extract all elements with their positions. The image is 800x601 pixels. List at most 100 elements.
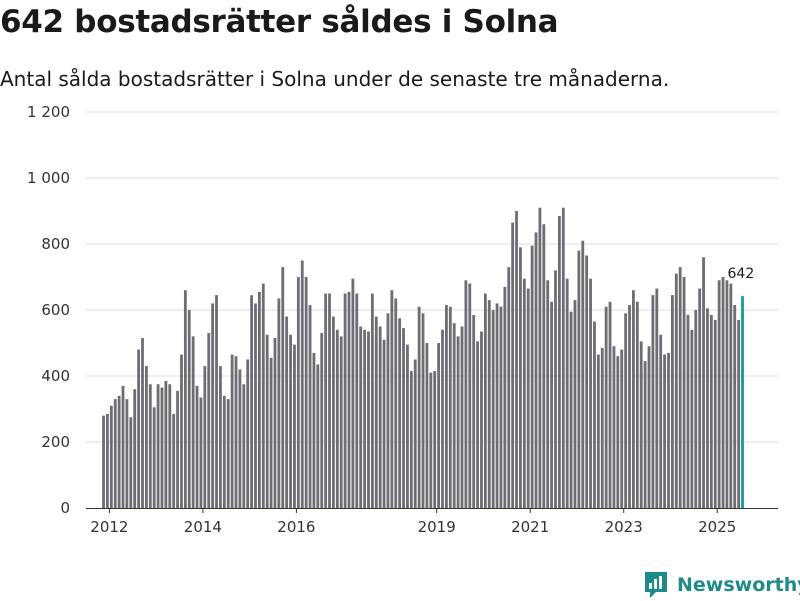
bar (234, 356, 238, 508)
bar (686, 314, 690, 508)
bar (709, 314, 713, 508)
bar (125, 399, 129, 508)
data-labels: 642 (728, 266, 755, 282)
bar (682, 277, 686, 508)
bar (226, 399, 230, 508)
bar (293, 344, 296, 508)
bar (332, 316, 335, 508)
bar (355, 293, 359, 508)
bar (215, 295, 218, 508)
bar (339, 336, 343, 508)
bar (670, 295, 674, 508)
bar (663, 354, 666, 508)
bar (250, 295, 253, 508)
x-tick-label: 2025 (698, 518, 736, 536)
bar (499, 306, 503, 508)
chart-title: 642 bostadsrätter såldes i Solna (0, 4, 559, 40)
bar (561, 207, 565, 508)
bar (721, 277, 725, 508)
bar (702, 257, 705, 508)
bar (394, 298, 398, 508)
bar (557, 215, 561, 508)
last-value-label: 642 (728, 266, 755, 282)
bar (491, 310, 495, 508)
bar (207, 333, 211, 508)
bar (129, 417, 133, 508)
bar-series (102, 207, 744, 509)
bar (148, 384, 152, 508)
bar (713, 319, 717, 508)
bar (117, 395, 121, 508)
bar (363, 329, 366, 508)
bar (199, 397, 203, 508)
bar (694, 310, 698, 508)
bar (581, 240, 585, 508)
bar (483, 293, 487, 508)
bar (737, 319, 741, 508)
bar (569, 311, 573, 508)
bar (102, 415, 105, 508)
brand-logo[interactable]: Newsworthy (643, 569, 800, 601)
bar (238, 369, 242, 508)
chart-subtitle: Antal sålda bostadsrätter i Solna under … (0, 67, 670, 91)
bar (456, 336, 460, 508)
bar (183, 290, 187, 508)
bar (343, 293, 347, 508)
bar (195, 385, 199, 508)
bar (674, 273, 678, 508)
bar (378, 326, 382, 508)
bar (187, 310, 191, 508)
bar (324, 293, 328, 508)
bar (519, 247, 522, 509)
bar (176, 390, 179, 508)
bar (624, 313, 628, 508)
bar (596, 354, 600, 508)
bar (203, 366, 207, 508)
bar (409, 371, 413, 508)
x-tick-label: 2012 (90, 518, 128, 536)
bar-chart: 0 200 400 600 800 1 000 1 200 2012 2014 2016 2019… (27, 103, 778, 536)
bar (273, 338, 277, 508)
bar (542, 224, 546, 508)
bar (312, 352, 316, 508)
bar (168, 384, 172, 508)
bar (367, 331, 370, 508)
bar (667, 352, 670, 508)
bar (211, 303, 215, 508)
bar (632, 290, 635, 508)
bar (530, 245, 534, 508)
bar (441, 329, 444, 508)
bar (230, 354, 234, 508)
bar-highlight (741, 296, 744, 508)
bar (476, 341, 479, 508)
bar (507, 267, 511, 508)
bar (480, 331, 483, 508)
bar (289, 334, 292, 508)
bar (698, 288, 702, 508)
bar (635, 301, 639, 508)
y-axis-ticks: 0 200 400 600 800 1 000 1 200 (27, 103, 70, 517)
bar (156, 384, 160, 508)
bar (386, 313, 390, 508)
newsworthy-icon (645, 572, 667, 598)
bar (616, 356, 620, 508)
y-tick-label: 1 000 (27, 169, 70, 187)
bar (180, 354, 183, 508)
bar (133, 389, 137, 508)
bar (421, 313, 425, 508)
bar (678, 267, 682, 508)
bar (257, 291, 261, 508)
bar (608, 301, 612, 508)
bar (437, 343, 441, 508)
bar (522, 278, 526, 508)
bar (452, 323, 456, 508)
bar (164, 380, 168, 508)
bar (141, 338, 144, 508)
bar (316, 364, 320, 508)
bar (370, 293, 374, 508)
bar (503, 286, 507, 508)
x-axis-ticks: 2012 2014 2016 2019 2021 2023 2025 (90, 508, 736, 536)
bar (285, 316, 289, 508)
bar (565, 278, 569, 508)
bar (585, 255, 589, 508)
